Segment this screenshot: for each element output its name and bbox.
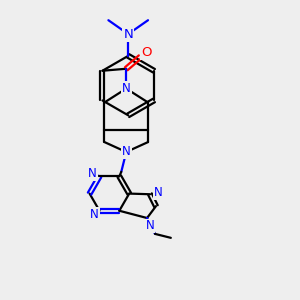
Text: O: O (141, 46, 151, 59)
Text: N: N (122, 82, 130, 95)
Text: N: N (88, 167, 97, 180)
Text: N: N (90, 208, 99, 221)
Text: N: N (146, 220, 154, 232)
Text: N: N (123, 28, 133, 40)
Text: N: N (122, 146, 130, 158)
Text: N: N (154, 186, 162, 199)
